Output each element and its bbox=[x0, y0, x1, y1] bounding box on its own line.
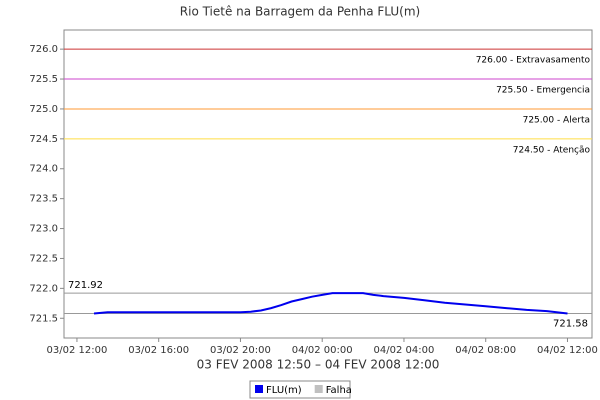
x-tick-label: 03/02 20:00 bbox=[210, 345, 271, 356]
legend-label: Falha bbox=[326, 385, 352, 396]
x-tick-label: 04/02 12:00 bbox=[537, 345, 598, 356]
marker-label: 721.58 bbox=[553, 318, 588, 329]
x-tick-label: 04/02 00:00 bbox=[292, 345, 353, 356]
y-tick-label: 724.5 bbox=[29, 134, 58, 145]
y-tick-label: 723.0 bbox=[29, 224, 58, 235]
y-tick-label: 725.0 bbox=[29, 104, 58, 115]
threshold-label: 724.50 - Atenção bbox=[513, 145, 591, 155]
y-tick-label: 723.5 bbox=[29, 194, 58, 205]
legend-box bbox=[249, 380, 351, 399]
legend-swatch bbox=[314, 385, 323, 393]
y-tick-label: 722.0 bbox=[29, 283, 58, 294]
x-tick-label: 04/02 04:00 bbox=[374, 345, 435, 356]
threshold-label: 725.50 - Emergencia bbox=[496, 86, 590, 96]
chart-title: Rio Tietê na Barragem da Penha FLU(m) bbox=[180, 5, 420, 19]
plot-area bbox=[63, 29, 593, 339]
legend-label: FLU(m) bbox=[266, 385, 302, 396]
x-tick-label: 03/02 16:00 bbox=[128, 345, 189, 356]
x-tick-label: 03/02 12:00 bbox=[47, 345, 108, 356]
threshold-label: 726.00 - Extravasamento bbox=[476, 56, 591, 66]
y-tick-label: 721.5 bbox=[29, 313, 58, 324]
threshold-label: 725.00 - Alerta bbox=[523, 115, 590, 125]
y-tick-label: 722.5 bbox=[29, 253, 58, 264]
x-tick-label: 04/02 08:00 bbox=[455, 345, 516, 356]
y-tick-label: 724.0 bbox=[29, 164, 58, 175]
series-line bbox=[93, 292, 568, 315]
marker-label: 721.92 bbox=[68, 280, 103, 291]
y-tick-label: 725.5 bbox=[29, 74, 58, 85]
legend-swatch bbox=[255, 385, 263, 393]
y-tick-label: 726.0 bbox=[29, 44, 58, 55]
x-axis-label: 03 FEV 2008 12:50 – 04 FEV 2008 12:00 bbox=[197, 358, 440, 372]
